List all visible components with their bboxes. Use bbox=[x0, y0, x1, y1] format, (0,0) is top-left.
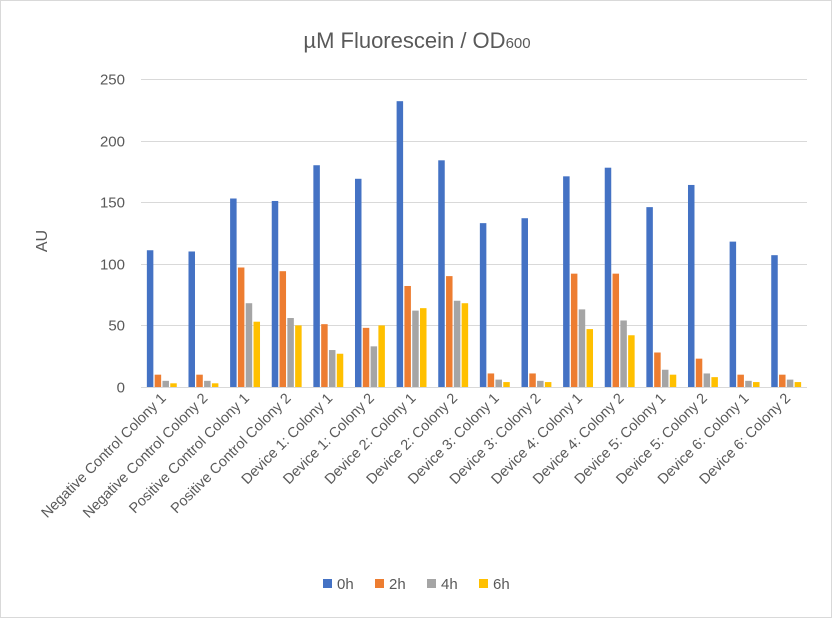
bar-6h bbox=[378, 325, 385, 387]
y-tick-label: 0 bbox=[117, 380, 125, 397]
legend-label-6h: 6h bbox=[493, 576, 510, 593]
bar-0h bbox=[479, 223, 487, 387]
bar-0h bbox=[230, 198, 237, 387]
bar-6h bbox=[753, 382, 760, 387]
bar-6h bbox=[170, 383, 177, 387]
bar-2h bbox=[487, 373, 495, 387]
chart-title-subscript: 600 bbox=[506, 35, 531, 52]
bar-4h bbox=[328, 350, 336, 387]
bar-0h bbox=[604, 167, 612, 387]
bar-4h bbox=[370, 346, 378, 387]
bar-0h bbox=[438, 160, 445, 387]
bar-2h bbox=[279, 271, 287, 387]
bar-2h bbox=[737, 374, 744, 387]
bar-0h bbox=[354, 178, 362, 387]
bar-6h bbox=[253, 321, 261, 387]
bar-2h bbox=[362, 327, 370, 387]
y-tick-label: 200 bbox=[100, 134, 125, 151]
legend-label-4h: 4h bbox=[441, 576, 458, 593]
bar-4h bbox=[786, 379, 794, 387]
legend: 0h 2h 4h 6h bbox=[323, 576, 510, 593]
bar-0h bbox=[313, 165, 320, 387]
bar-2h bbox=[237, 267, 245, 387]
bar-4h bbox=[703, 373, 711, 387]
y-tick-label: 150 bbox=[100, 195, 125, 212]
bar-0h bbox=[771, 255, 778, 387]
bars-group bbox=[146, 101, 802, 388]
bar-4h bbox=[204, 380, 211, 387]
bar-6h bbox=[336, 353, 344, 387]
bar-2h bbox=[570, 273, 578, 387]
bar-0h bbox=[271, 200, 279, 387]
bar-0h bbox=[396, 101, 404, 388]
bar-6h bbox=[794, 382, 802, 387]
bar-4h bbox=[661, 369, 669, 387]
legend-swatch-6h bbox=[479, 579, 488, 588]
bar-2h bbox=[695, 358, 703, 387]
bar-0h bbox=[729, 241, 737, 387]
bar-4h bbox=[578, 309, 586, 387]
chart-title-main: µM Fluorescein / OD bbox=[303, 28, 505, 53]
bar-4h bbox=[412, 310, 419, 387]
y-tick-labels: 0 50 100 150 200 250 bbox=[100, 72, 125, 397]
legend-label-0h: 0h bbox=[337, 576, 354, 593]
bar-2h bbox=[612, 273, 620, 387]
legend-label-2h: 2h bbox=[389, 576, 406, 593]
bar-0h bbox=[646, 207, 653, 387]
bar-2h bbox=[779, 374, 786, 387]
bar-2h bbox=[321, 324, 328, 387]
bar-4h bbox=[620, 320, 627, 387]
bar-0h bbox=[687, 184, 695, 387]
y-tick-label: 250 bbox=[100, 72, 125, 89]
bar-6h bbox=[461, 303, 469, 387]
bar-6h bbox=[544, 382, 552, 387]
bar-6h bbox=[295, 325, 302, 387]
bar-4h bbox=[495, 379, 502, 387]
bar-2h bbox=[529, 373, 536, 387]
bar-2h bbox=[196, 374, 203, 387]
bar-6h bbox=[711, 377, 718, 387]
bar-6h bbox=[211, 383, 219, 387]
bar-4h bbox=[537, 380, 544, 387]
bar-6h bbox=[420, 308, 427, 387]
bar-6h bbox=[586, 329, 594, 387]
bar-0h bbox=[521, 218, 528, 387]
bar-4h bbox=[162, 380, 169, 387]
bar-0h bbox=[146, 250, 154, 387]
y-tick-label: 100 bbox=[100, 257, 125, 274]
y-axis-title: AU bbox=[34, 230, 51, 252]
legend-swatch-4h bbox=[427, 579, 436, 588]
legend-swatch-2h bbox=[375, 579, 384, 588]
bar-4h bbox=[745, 380, 752, 387]
bar-2h bbox=[446, 276, 453, 387]
bar-2h bbox=[654, 352, 661, 387]
bar-4h bbox=[287, 318, 294, 387]
bar-6h bbox=[669, 374, 677, 387]
bar-2h bbox=[404, 285, 411, 387]
chart-title: µM Fluorescein / OD600 bbox=[303, 28, 530, 53]
bar-6h bbox=[628, 335, 635, 387]
bar-4h bbox=[453, 300, 461, 387]
bar-0h bbox=[188, 251, 195, 387]
gridlines bbox=[141, 79, 807, 326]
bar-2h bbox=[154, 374, 162, 387]
legend-swatch-0h bbox=[323, 579, 332, 588]
bar-6h bbox=[503, 382, 510, 387]
bar-0h bbox=[563, 176, 570, 387]
bar-4h bbox=[245, 303, 253, 387]
y-tick-label: 50 bbox=[108, 318, 125, 335]
